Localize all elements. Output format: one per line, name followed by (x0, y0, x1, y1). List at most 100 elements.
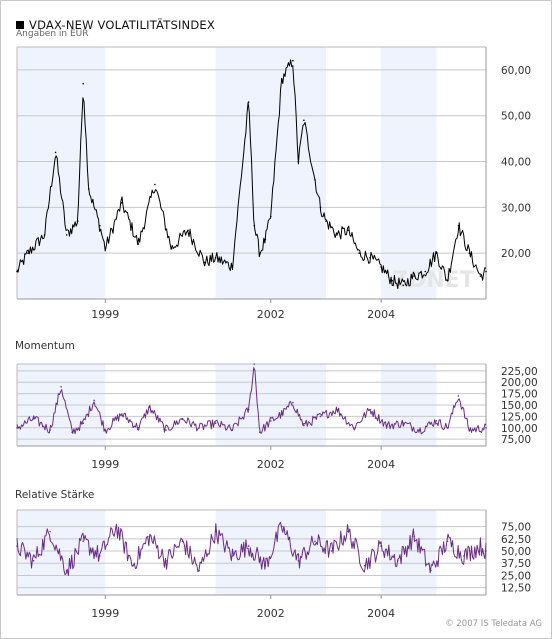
momentum-data-point (319, 415, 322, 418)
relative-strength-ytick-label: 37,50 (501, 558, 531, 570)
price-data-point (446, 279, 449, 282)
relative-strength-xtick-label: 2004 (367, 607, 395, 620)
price-data-point (424, 270, 427, 273)
momentum-data-point (303, 424, 305, 427)
relative-strength-data-point (264, 564, 267, 567)
momentum-series-line (16, 367, 487, 435)
momentum-ytick-label: 175,00 (501, 389, 538, 401)
momentum-data-point (402, 422, 405, 425)
relative-strength-data-point (281, 525, 283, 528)
price-ytick-label: 30,00 (501, 202, 531, 214)
price-data-point (468, 252, 471, 254)
relative-strength-data-point (181, 540, 184, 543)
momentum-data-point (259, 431, 261, 434)
price-band-1 (215, 47, 326, 299)
price-data-point (347, 229, 349, 232)
relative-strength-data-point (99, 555, 101, 557)
relative-strength-data-point (82, 540, 84, 543)
relative-strength-data-point (49, 530, 51, 533)
momentum-data-point (270, 420, 272, 422)
price-data-point (391, 279, 394, 282)
momentum-data-point (281, 413, 283, 415)
price-ytick-label: 20,00 (501, 248, 531, 260)
momentum-data-point (247, 408, 250, 411)
momentum-data-point (468, 429, 471, 431)
momentum-data-point (137, 427, 140, 429)
momentum-data-point (446, 427, 449, 429)
copyright-notice: © 2007 IS Teledata AG (445, 619, 542, 629)
watermark-text: ZDNET (392, 268, 475, 293)
price-data-point (187, 229, 189, 232)
price-data-point (358, 252, 360, 254)
chart-subtitle: Angaben in EUR (16, 29, 89, 39)
price-data-point (319, 206, 322, 209)
momentum-data-point (198, 427, 200, 429)
relative-strength-data-point (247, 545, 250, 547)
price-data-point (99, 224, 101, 227)
price-data-point (281, 78, 283, 80)
price-data-point (104, 247, 107, 250)
momentum-data-point (457, 395, 460, 397)
price-ytick-label: 50,00 (501, 111, 531, 123)
price-data-point (253, 224, 256, 227)
relative-strength-data-point (463, 555, 465, 557)
momentum-data-point (165, 429, 167, 431)
relative-strength-band-2 (381, 510, 437, 595)
price-data-point (76, 220, 79, 222)
relative-strength-data-point (396, 560, 399, 562)
price-data-point (435, 252, 438, 254)
price-data-point (314, 179, 316, 181)
relative-strength-data-point (198, 569, 200, 572)
price-xtick-label: 2004 (367, 308, 395, 321)
momentum-data-point (485, 427, 487, 429)
relative-strength-data-point (132, 564, 134, 567)
momentum-xtick-label: 2002 (257, 458, 285, 471)
momentum-data-point (181, 417, 184, 420)
price-ytick-label: 60,00 (501, 65, 531, 77)
price-data-point (264, 238, 267, 241)
relative-strength-xtick-label: 2002 (257, 607, 285, 620)
price-data-point (457, 224, 460, 227)
price-data-point (369, 257, 371, 259)
relative-strength-ytick-label: 50,00 (501, 546, 531, 558)
price-data-point (303, 119, 305, 122)
momentum-data-point (336, 408, 338, 411)
price-data-point (336, 234, 338, 236)
price-data-point (485, 270, 487, 273)
relative-strength-data-point (165, 560, 167, 562)
relative-strength-band-0 (17, 510, 106, 595)
momentum-data-point (231, 429, 233, 431)
price-data-point (154, 183, 156, 186)
price-ytick-label: 40,00 (501, 157, 531, 169)
relative-strength-data-point (16, 545, 18, 547)
price-data-point (325, 220, 327, 222)
price-data-point (413, 275, 416, 277)
price-band-0 (17, 47, 106, 299)
relative-strength-data-point (115, 525, 118, 528)
price-data-point (402, 284, 405, 287)
relative-strength-data-point (347, 530, 349, 533)
momentum-xtick-label: 1999 (91, 458, 119, 471)
momentum-ytick-label: 100,00 (501, 423, 538, 435)
price-data-point (231, 266, 233, 268)
relative-strength-data-point (380, 545, 383, 547)
momentum-panel-label: Momentum (15, 340, 75, 352)
momentum-data-point (369, 408, 371, 411)
price-data-point (137, 243, 140, 245)
relative-strength-data-point (297, 560, 300, 562)
price-data-point (247, 101, 250, 103)
momentum-data-point (49, 429, 51, 431)
momentum-ytick-label: 150,00 (501, 400, 538, 412)
price-data-point (270, 215, 272, 218)
price-data-point (43, 234, 46, 236)
title-square-icon (16, 21, 24, 29)
chart-title-block: VDAX-NEW VOLATILITÄTSINDEX (16, 14, 215, 33)
momentum-data-point (82, 422, 84, 425)
relative-strength-data-point (430, 569, 432, 572)
relative-strength-data-point (330, 550, 333, 552)
relative-strength-data-point (148, 535, 151, 538)
price-data-point (65, 234, 68, 236)
relative-strength-data-point (485, 550, 487, 552)
price-data-point (82, 82, 84, 85)
